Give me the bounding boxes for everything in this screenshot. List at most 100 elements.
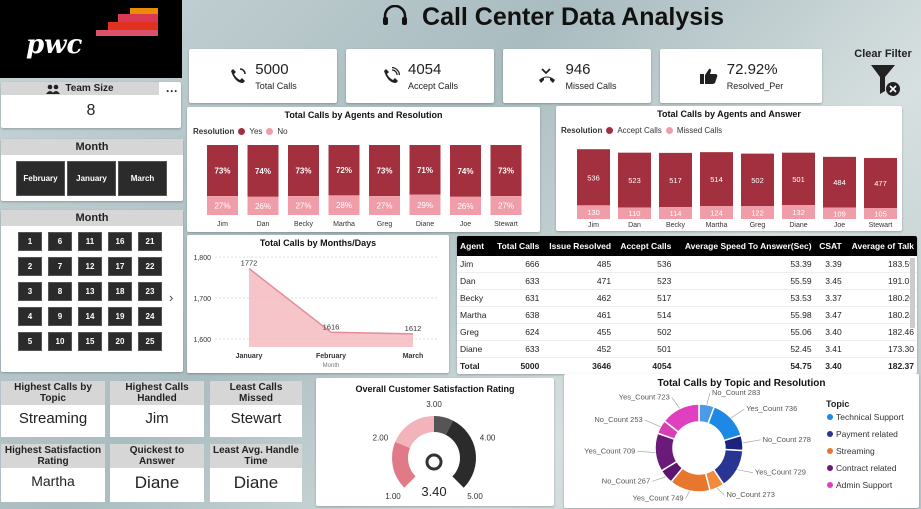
bar-no-dan[interactable] [247,196,279,215]
table-row[interactable]: Jim 666 485 536 53.39 3.39 183.59 [457,256,917,273]
table-cell: 452 [542,340,615,358]
bar-no-becky[interactable] [288,196,319,215]
day-button-19[interactable]: 19 [108,307,132,326]
day-button-1[interactable]: 1 [18,232,42,251]
legend-item[interactable]: Payment related [836,429,898,439]
day-button-25[interactable]: 25 [138,332,162,351]
data-label-yes: 73% [214,167,230,176]
column-header[interactable]: Total Calls [491,236,543,256]
month-button-march[interactable]: March [118,161,167,196]
bar-missed-stewart[interactable] [864,207,897,219]
day-button-2[interactable]: 2 [18,257,42,276]
bar-yes-dan[interactable] [247,145,279,197]
bar-missed-joe[interactable] [823,207,856,219]
day-button-9[interactable]: 9 [48,307,72,326]
bar-missed-jim[interactable] [577,205,610,219]
legend-item[interactable]: Admin Support [836,480,893,490]
clear-filter-button[interactable]: Clear Filter [848,48,918,102]
bar-yes-joe[interactable] [450,145,481,197]
bar-no-stewart[interactable] [490,196,522,215]
day-button-24[interactable]: 24 [138,307,162,326]
people-icon [46,84,61,94]
column-header[interactable]: CSAT [814,236,845,256]
kpi-label: Resolved_Per [726,81,784,91]
bar-yes-jim[interactable] [207,145,238,197]
bar-accept-joe[interactable] [823,156,856,208]
bar-accept-dan[interactable] [618,152,651,208]
donut-slice[interactable] [707,405,743,442]
day-button-14[interactable]: 14 [78,307,102,326]
day-button-21[interactable]: 21 [138,232,162,251]
legend-swatch [827,431,833,437]
legend-item[interactable]: Contract related [836,463,897,473]
chart-title: Total Calls by Agents and Resolution [284,110,443,120]
bar-no-martha[interactable] [328,195,360,215]
day-button-7[interactable]: 7 [48,257,72,276]
column-header[interactable]: Agent [457,236,492,256]
bar-no-diane[interactable] [409,194,441,215]
bar-accept-jim[interactable] [577,149,610,206]
bar-yes-becky[interactable] [288,145,319,197]
legend-item[interactable]: Technical Support [836,412,904,422]
legend-item[interactable]: Streaming [836,446,875,456]
table-row[interactable]: Diane 633 452 501 52.45 3.41 173.30 [457,340,917,358]
bar-yes-stewart[interactable] [490,145,522,197]
bar-accept-stewart[interactable] [864,158,897,208]
bar-accept-diane[interactable] [782,152,815,206]
data-label-missed: 110 [629,209,641,218]
bar-accept-martha[interactable] [700,152,733,207]
column-header[interactable]: Accept Calls [614,236,675,256]
day-button-11[interactable]: 11 [78,232,102,251]
day-button-20[interactable]: 20 [108,332,132,351]
bar-accept-greg[interactable] [741,153,774,207]
table-row[interactable]: Greg 624 455 502 55.06 3.40 182.46 [457,323,917,341]
data-label-no: 26% [255,202,271,211]
logo-text: pwc [26,30,83,60]
day-button-3[interactable]: 3 [18,282,42,301]
chevron-right-icon[interactable]: › [169,290,174,305]
day-button-23[interactable]: 23 [138,282,162,301]
day-button-6[interactable]: 6 [48,232,72,251]
leader-line [706,392,711,405]
bar-missed-diane[interactable] [782,205,815,219]
bar-missed-greg[interactable] [741,206,774,219]
table-scrollbar[interactable] [910,258,915,328]
day-button-16[interactable]: 16 [108,232,132,251]
day-button-8[interactable]: 8 [48,282,72,301]
day-button-22[interactable]: 22 [138,257,162,276]
bar-missed-martha[interactable] [700,206,733,219]
day-button-10[interactable]: 10 [48,332,72,351]
table-row[interactable]: Becky 631 462 517 53.53 3.37 180.26 [457,289,917,307]
column-header[interactable]: Issue Resolved [542,236,615,256]
legend-swatch-accept [606,127,614,134]
table-cell: 523 [614,272,675,290]
bar-no-joe[interactable] [450,196,481,215]
bar-yes-greg[interactable] [369,145,400,197]
bar-yes-diane[interactable] [409,145,441,195]
day-button-4[interactable]: 4 [18,307,42,326]
day-button-18[interactable]: 18 [108,282,132,301]
more-options-icon[interactable]: ··· [166,84,178,98]
bar-missed-dan[interactable] [618,207,651,219]
day-button-15[interactable]: 15 [78,332,102,351]
day-button-13[interactable]: 13 [78,282,102,301]
stat-label: Highest Satisfaction Rating [1,444,105,468]
month-button-january[interactable]: January [67,161,116,196]
data-label: 1616 [323,322,340,331]
bar-no-greg[interactable] [369,196,400,215]
day-button-5[interactable]: 5 [18,332,42,351]
bar-no-jim[interactable] [207,196,238,215]
column-header[interactable]: Average Speed To Answer(Sec) [674,236,815,256]
bar-accept-becky[interactable] [659,152,692,208]
day-button-17[interactable]: 17 [108,257,132,276]
gauge-tick-label: 2.00 [373,433,389,442]
table-row[interactable]: Dan 633 471 523 55.59 3.45 191.01 [457,272,917,290]
bar-missed-becky[interactable] [659,207,692,219]
column-header[interactable]: Average of Talk [844,236,917,256]
bar-yes-martha[interactable] [328,145,360,196]
day-button-12[interactable]: 12 [78,257,102,276]
leader-line [742,439,761,444]
donut-slice[interactable] [663,403,700,434]
table-row[interactable]: Martha 638 461 514 55.98 3.47 180.24 [457,306,917,324]
month-button-february[interactable]: February [16,161,65,196]
